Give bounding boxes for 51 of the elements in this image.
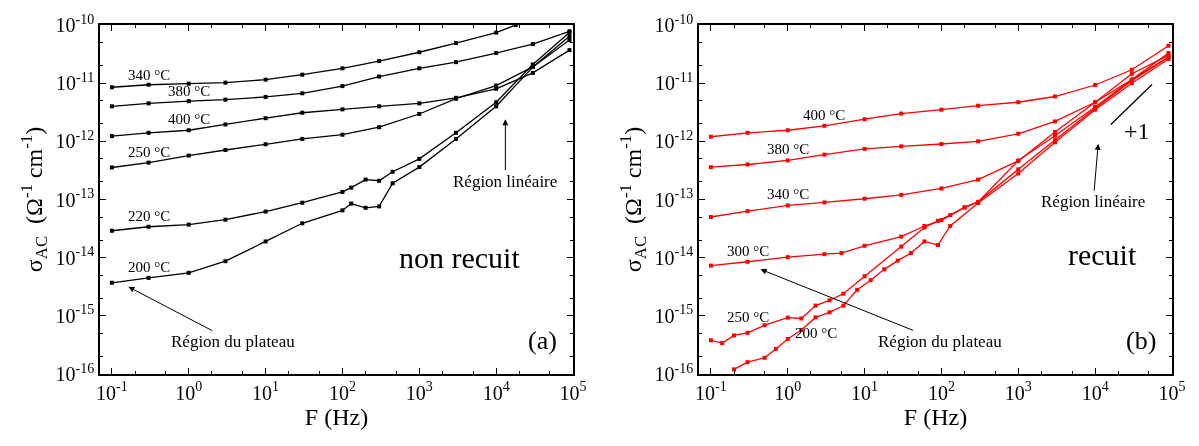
series-label: 200 °C [128,259,171,275]
y-tick-label: 10$^{-11}$ [655,69,694,95]
x-tick-label: 10$^{3}$ [1004,379,1032,404]
annotation: Région du plateau [878,332,1003,351]
y-tick-label: 10$^{-14}$ [55,244,95,269]
x-axis-title: F (Hz) [903,403,968,430]
y-tick-label: 10$^{-15}$ [654,302,694,327]
y-tick-label: 10$^{-12}$ [654,127,694,153]
series-label: 340 °C [128,67,171,83]
annotation: recuit [1068,238,1137,271]
x-tick-label: 10$^{-1}$ [96,379,128,404]
series-label: 200 °C [795,325,838,341]
x-tick-label: 10$^{3}$ [405,379,433,404]
series-label: 380 °C [168,83,211,99]
y-tick-label: 10$^{-13}$ [654,186,694,211]
series-label: 400 °C [168,111,211,127]
x-tick-label: 10$^{4}$ [1081,379,1109,404]
x-tick-label: 10$^{4}$ [482,379,510,404]
y-tick-label: 10$^{-11}$ [56,69,95,95]
annotation: Région du plateau [171,332,296,351]
y-tick-label: 10$^{-13}$ [55,186,95,211]
series-label: 400 °C [803,107,846,123]
y-tick-label: 10$^{-12}$ [55,127,95,153]
annotation: non recuit [399,241,521,274]
annotation: (a) [528,326,557,355]
y-tick-label: 10$^{-10}$ [654,11,694,36]
x-tick-label: 10$^{5}$ [1158,379,1186,404]
y-tick-label: 10$^{-10}$ [55,11,95,36]
x-axis-title: F (Hz) [304,403,369,430]
x-tick-label: 10$^{5}$ [559,379,587,404]
x-tick-label: 10$^{1}$ [851,379,879,404]
series-label: 300 °C [727,243,770,259]
annotation: (b) [1126,326,1157,355]
y-tick-label: 10$^{-16}$ [55,360,95,385]
series-label: 380 °C [767,141,810,157]
annotation: Région linéaire [1041,192,1146,211]
x-tick-label: 10$^{1}$ [252,379,280,404]
series-label: 220 °C [128,208,171,224]
y-tick-label: 10$^{-15}$ [55,302,95,327]
series-label: 250 °C [727,309,770,325]
series-label: 250 °C [128,144,171,160]
x-tick-label: 10$^{2}$ [328,379,356,404]
x-tick-label: 10$^{-1}$ [695,379,727,404]
x-tick-label: 10$^{0}$ [175,379,203,404]
series-label: 340 °C [767,186,810,202]
y-tick-label: 10$^{-16}$ [654,360,694,385]
x-tick-label: 10$^{2}$ [927,379,955,404]
x-tick-label: 10$^{0}$ [774,379,802,404]
annotation: +1 [1124,118,1150,144]
y-tick-label: 10$^{-14}$ [654,244,694,269]
annotation: Région linéaire [453,172,558,191]
